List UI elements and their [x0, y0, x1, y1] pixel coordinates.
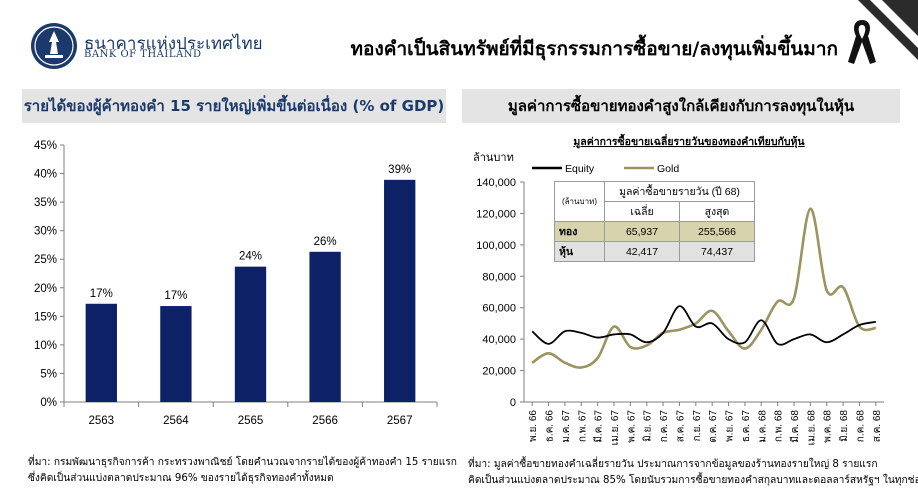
x-tick-label: ส.ค. 67: [675, 410, 686, 443]
bot-seal-logo: [31, 23, 77, 69]
x-tick-label: ส.ค. 68: [872, 410, 883, 443]
x-tick-label: พ.ค. 67: [626, 410, 637, 443]
left-note-line-1: ที่มา: กรมพัฒนาธุรกิจการค้า กระทรวงพาณิช…: [28, 457, 457, 468]
y-tick-label: 40%: [34, 169, 57, 181]
bar: [85, 303, 117, 402]
y-tick-label: 20%: [34, 283, 57, 295]
y-tick-label: 5%: [40, 368, 57, 380]
table-cell-max: 255,566: [679, 221, 755, 242]
table-col-avg: เฉลี่ย: [604, 201, 680, 222]
y-tick-label: 0%: [40, 397, 57, 409]
table-row-label: ทอง: [554, 221, 605, 242]
y-tick-label: 0: [510, 397, 516, 409]
bar-data-label: 26%: [314, 236, 337, 248]
daily-trading-value-table: (ล้านบาท) มูลค่าซื้อขายรายวัน (ปี 68) เฉ…: [554, 181, 755, 262]
x-tick-label: พ.ค. 68: [823, 410, 834, 443]
right-note-line-2: คิดเป็นส่วนแบ่งตลาดประมาณ 85% โดยนับรวมก…: [468, 475, 918, 486]
x-tick-label: 2566: [312, 415, 338, 427]
line-chart-title: มูลค่าการซื้อขายเฉลี่ยรายวันของทองคำเทีย…: [573, 133, 805, 149]
legend-label: Gold: [657, 163, 679, 175]
y-tick-label: 100,000: [476, 240, 516, 252]
x-tick-label: มิ.ย. 68: [839, 410, 850, 442]
table-row: ทอง 65,937 255,566: [554, 221, 755, 242]
table-row-label: หุ้น: [554, 241, 605, 262]
series-line-gold: [531, 207, 876, 369]
bar-data-label: 17%: [164, 290, 187, 302]
y-tick-label: 20,000: [482, 366, 516, 378]
x-tick-label: ธ.ค. 67: [741, 410, 752, 443]
x-tick-label: ก.ค. 68: [855, 410, 866, 443]
table-cell-max: 74,437: [679, 241, 755, 262]
table-row: หุ้น 42,417 74,437: [554, 241, 755, 262]
right-note-line-1: ที่มา: มูลค่าซื้อขายทองคำเฉลี่ยรายวัน ปร…: [468, 459, 878, 470]
x-tick-label: ต.ค. 67: [708, 410, 719, 443]
y-tick-label: 25%: [34, 254, 57, 266]
series-line-equity: [531, 305, 876, 346]
bar: [384, 179, 416, 402]
x-tick-label: ก.พ. 68: [774, 410, 785, 443]
gold-vs-equity-line-chart: มูลค่าการซื้อขายเฉลี่ยรายวันของทองคำเทีย…: [473, 133, 884, 446]
page-title: ทองคำเป็นสินทรัพย์ที่มีธุรกรรมการซื้อขาย…: [350, 38, 838, 60]
x-tick-label: พ.ย. 67: [725, 410, 736, 442]
y-tick-label: 30%: [34, 226, 57, 238]
left-note-line-2: ซึ่งคิดเป็นส่วนแบ่งตลาดประมาณ 96% ของราย…: [28, 473, 334, 484]
y-tick-label: 15%: [34, 311, 57, 323]
y-tick-label: 60,000: [482, 303, 516, 315]
y-tick-label: 80,000: [482, 271, 516, 283]
org-name-th: ธนาคารแห่งประเทศไทย: [84, 34, 263, 54]
legend-label: Equity: [565, 163, 595, 175]
x-tick-label: ก.ค. 67: [659, 410, 670, 443]
bar-data-label: 17%: [90, 288, 113, 300]
table-cell-avg: 42,417: [604, 241, 680, 262]
org-name-en: BANK OF THAILAND: [84, 49, 202, 60]
right-panel-header: มูลค่าการซื้อขายทองคำสูงใกล้เคียงกับการล…: [462, 89, 900, 123]
bar: [234, 266, 267, 402]
x-tick-label: ก.พ. 67: [577, 410, 588, 443]
x-tick-label: ม.ค. 67: [561, 410, 572, 443]
x-tick-label: พ.ย. 66: [528, 410, 539, 442]
bar: [309, 251, 341, 402]
bar-data-label: 39%: [388, 164, 411, 176]
y-axis-unit-label: ล้านบาท: [473, 152, 514, 164]
corner-decoration-inner-dark: [882, 0, 918, 36]
x-tick-label: 2567: [387, 415, 413, 427]
x-tick-label: 2565: [238, 415, 264, 427]
y-tick-label: 35%: [34, 197, 57, 209]
x-tick-label: มิ.ย. 67: [643, 410, 654, 442]
table-group-header: มูลค่าซื้อขายรายวัน (ปี 68): [604, 181, 755, 202]
x-tick-label: 2563: [89, 415, 115, 427]
y-tick-label: 10%: [34, 340, 57, 352]
y-tick-label: 40,000: [482, 334, 516, 346]
right-source-note: ที่มา: มูลค่าซื้อขายทองคำเฉลี่ยรายวัน ปร…: [468, 457, 918, 489]
y-tick-label: 120,000: [476, 208, 516, 220]
x-tick-label: เม.ย. 67: [610, 410, 621, 446]
y-tick-label: 140,000: [476, 177, 516, 189]
x-tick-label: เม.ย. 68: [806, 410, 817, 446]
table-unit-label: (ล้านบาท): [554, 181, 605, 222]
x-tick-label: มี.ค. 68: [789, 410, 801, 443]
left-panel-header: รายได้ของผู้ค้าทองคำ 15 รายใหญ่เพิ่มขึ้น…: [22, 89, 446, 123]
x-tick-label: 2564: [163, 415, 189, 427]
bar-data-label: 24%: [239, 251, 262, 263]
table-cell-avg: 65,937: [604, 221, 680, 242]
gold-dealer-revenue-bar-chart: 0% 5% 10% 15% 20% 25% 30% 35% 40% 45% 17% 2563 17% 25…: [34, 140, 438, 427]
x-tick-label: ก.ย. 67: [692, 410, 703, 442]
left-source-note: ที่มา: กรมพัฒนาธุรกิจการค้า กระทรวงพาณิช…: [28, 455, 457, 487]
table-col-max: สูงสุด: [679, 201, 755, 222]
y-tick-label: 45%: [34, 140, 57, 152]
x-tick-label: มี.ค. 67: [593, 410, 605, 443]
bar: [160, 306, 192, 402]
x-tick-label: ธ.ค. 66: [545, 410, 556, 443]
x-tick-label: ม.ค. 68: [757, 410, 768, 443]
